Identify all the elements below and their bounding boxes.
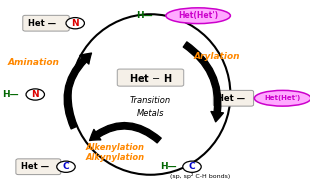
Text: Het —: Het — xyxy=(28,19,56,28)
Text: H—: H— xyxy=(2,90,19,99)
Text: H—: H— xyxy=(160,162,177,171)
Text: (sp, sp² C-H bonds): (sp, sp² C-H bonds) xyxy=(169,173,230,179)
Text: Transition: Transition xyxy=(130,96,171,105)
Text: N: N xyxy=(72,19,79,28)
Text: H—: H— xyxy=(136,11,153,20)
FancyArrowPatch shape xyxy=(64,53,91,129)
Text: C: C xyxy=(63,162,69,171)
Text: Het(Het'): Het(Het') xyxy=(265,95,301,101)
Circle shape xyxy=(26,89,44,100)
Text: N: N xyxy=(31,90,39,99)
Text: Metals: Metals xyxy=(137,109,164,118)
Text: Het $-$ H: Het $-$ H xyxy=(129,72,172,84)
FancyArrowPatch shape xyxy=(183,42,223,122)
Text: Alkynylation: Alkynylation xyxy=(86,153,145,162)
Text: C: C xyxy=(189,162,195,171)
FancyArrowPatch shape xyxy=(90,122,161,143)
Ellipse shape xyxy=(71,14,230,175)
Circle shape xyxy=(57,161,75,172)
Circle shape xyxy=(183,161,201,172)
Text: Alkenylation: Alkenylation xyxy=(86,143,145,153)
Text: Amination: Amination xyxy=(8,58,60,67)
Text: Het —: Het — xyxy=(217,94,245,103)
Text: Het —: Het — xyxy=(21,162,49,171)
FancyBboxPatch shape xyxy=(117,69,184,86)
Ellipse shape xyxy=(166,8,230,24)
Ellipse shape xyxy=(254,90,311,106)
Text: Het(Het'): Het(Het') xyxy=(178,11,218,20)
FancyBboxPatch shape xyxy=(23,15,69,31)
FancyBboxPatch shape xyxy=(213,90,253,106)
Circle shape xyxy=(66,18,84,29)
FancyBboxPatch shape xyxy=(16,159,61,175)
Text: Arylation: Arylation xyxy=(193,53,240,61)
